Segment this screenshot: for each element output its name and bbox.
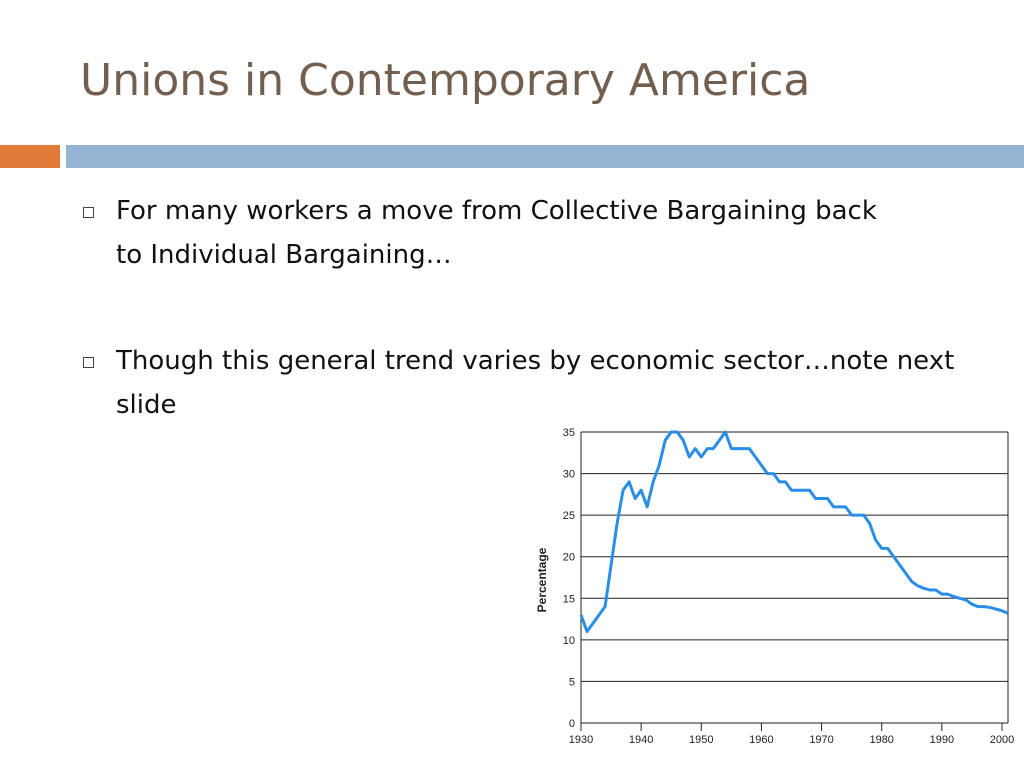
x-tick-label: 1980 bbox=[869, 734, 893, 746]
x-tick-label: 1960 bbox=[749, 734, 773, 746]
bullet-icon bbox=[83, 357, 94, 368]
y-tick-label: 20 bbox=[563, 552, 575, 564]
slide-title: Unions in Contemporary America bbox=[80, 55, 811, 106]
accent-bar bbox=[0, 145, 60, 168]
x-tick-label: 2000 bbox=[990, 734, 1014, 746]
y-tick-label: 0 bbox=[569, 718, 575, 730]
x-tick-label: 1930 bbox=[569, 734, 593, 746]
data-line bbox=[579, 430, 1009, 634]
y-tick-label: 35 bbox=[563, 427, 575, 439]
y-tick-label: 10 bbox=[563, 635, 575, 647]
bullet-text: For many workers a move from Collective … bbox=[116, 196, 877, 270]
y-tick-label: 30 bbox=[563, 469, 575, 481]
bullet-text: Though this general trend varies by econ… bbox=[116, 346, 955, 420]
bullet-icon bbox=[83, 207, 94, 218]
y-tick-label: 15 bbox=[563, 593, 575, 605]
x-tick-label: 1970 bbox=[809, 734, 833, 746]
y-tick-label: 5 bbox=[569, 676, 575, 688]
x-tick-label: 1940 bbox=[629, 734, 653, 746]
x-tick-label: 1950 bbox=[689, 734, 713, 746]
y-axis-label: Percentage bbox=[535, 547, 549, 612]
rule-bar bbox=[66, 145, 1024, 168]
y-tick-label: 25 bbox=[563, 510, 575, 522]
x-tick-label: 1990 bbox=[930, 734, 954, 746]
